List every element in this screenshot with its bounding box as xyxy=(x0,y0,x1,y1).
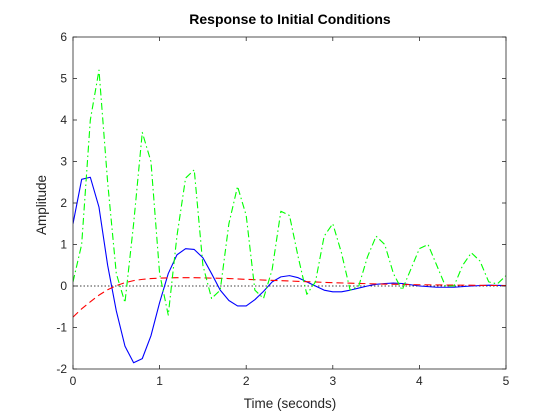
y-tick-label: 2 xyxy=(60,196,67,210)
y-tick-label: 3 xyxy=(60,155,67,169)
y-tick-label: 0 xyxy=(60,279,67,293)
y-tick-label: 5 xyxy=(60,72,67,86)
chart-title: Response to Initial Conditions xyxy=(189,11,391,27)
x-axis-label: Time (seconds) xyxy=(244,396,337,411)
y-tick-label: 4 xyxy=(60,113,67,127)
y-tick-label: -1 xyxy=(56,321,67,335)
series-line-2 xyxy=(73,277,506,318)
series-line-1 xyxy=(73,176,506,364)
y-axis-label: Amplitude xyxy=(34,175,49,235)
x-tick-label: 0 xyxy=(70,374,77,388)
series-line-3 xyxy=(73,69,506,316)
x-tick-label: 1 xyxy=(156,374,163,388)
y-tick-label: -2 xyxy=(56,362,67,376)
x-tick-label: 4 xyxy=(416,374,423,388)
x-tick-label: 2 xyxy=(243,374,250,388)
y-tick-label: 6 xyxy=(60,30,67,44)
x-tick-label: 3 xyxy=(329,374,336,388)
y-tick-label: 1 xyxy=(60,238,67,252)
x-tick-label: 5 xyxy=(503,374,510,388)
plot-background xyxy=(73,37,506,369)
series-lines xyxy=(73,69,506,364)
plot-area: 0 1 2 3 4 5 -2 -1 0 1 2 3 4 5 6 xyxy=(56,30,509,388)
